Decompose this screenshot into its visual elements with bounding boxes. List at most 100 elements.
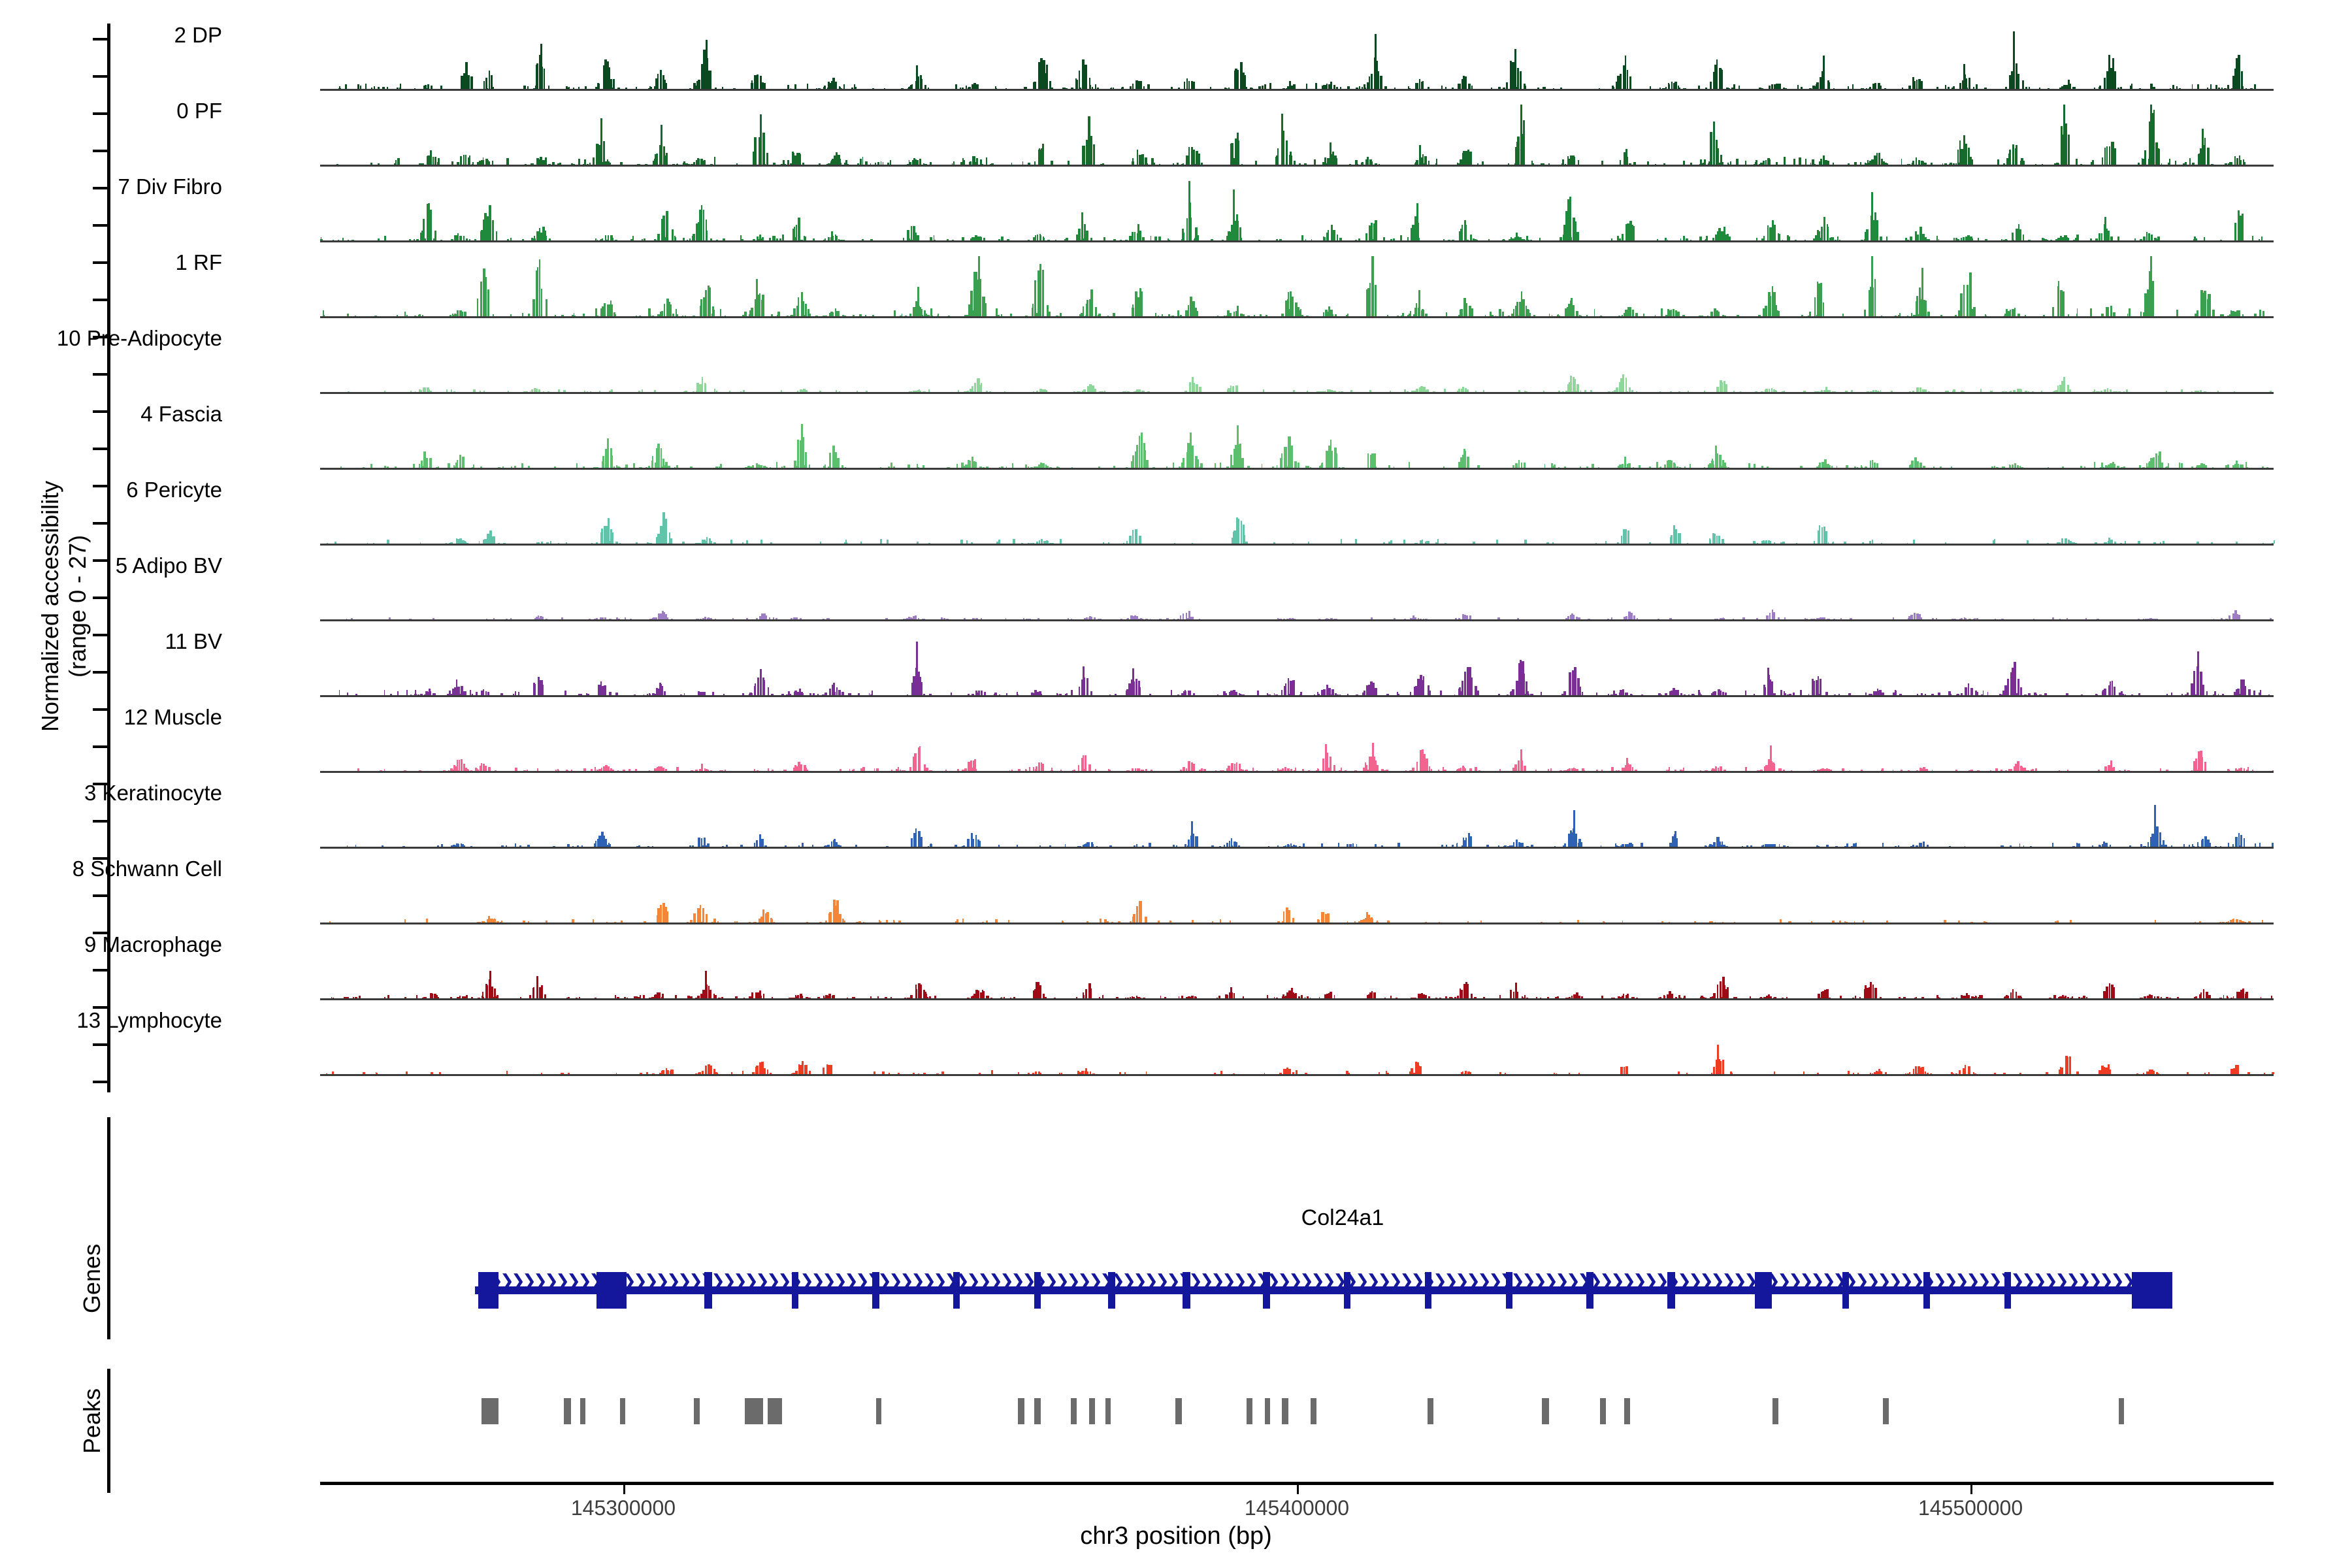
gene-exon	[1344, 1272, 1351, 1309]
peak-marker[interactable]	[1175, 1398, 1182, 1424]
gene-strand-arrow-icon: ❯	[1722, 1271, 1736, 1291]
signal-track[interactable]	[320, 180, 2274, 242]
signal-track[interactable]	[320, 105, 2274, 167]
signal-axis-tick	[93, 187, 107, 189]
signal-track[interactable]	[320, 29, 2274, 91]
peak-marker[interactable]	[1282, 1398, 1288, 1424]
signal-track[interactable]	[320, 711, 2274, 773]
gene-strand-arrow-icon: ❯	[1188, 1271, 1203, 1291]
gene-exon	[1182, 1272, 1191, 1309]
track-baseline	[320, 544, 2274, 546]
gene-strand-arrow-icon: ❯	[833, 1271, 847, 1291]
gene-strand-arrow-icon: ❯	[1633, 1271, 1647, 1291]
signal-track[interactable]	[320, 483, 2275, 546]
x-axis-tick-label: 145500000	[1918, 1496, 2023, 1520]
peak-marker[interactable]	[744, 1398, 764, 1424]
track-baseline	[320, 316, 2274, 318]
peak-marker[interactable]	[1018, 1398, 1025, 1424]
gene-strand-arrow-icon: ❯	[1244, 1271, 1258, 1291]
track-baseline	[320, 771, 2274, 773]
gene-strand-arrow-icon: ❯	[755, 1271, 770, 1291]
signal-track[interactable]	[320, 787, 2274, 849]
gene-strand-arrow-icon: ❯	[722, 1271, 736, 1291]
gene-strand-arrow-icon: ❯	[988, 1271, 1003, 1291]
peak-marker[interactable]	[2118, 1398, 2125, 1424]
track-baseline	[320, 468, 2274, 470]
gene-strand-arrow-icon: ❯	[1155, 1271, 1169, 1291]
gene-strand-arrow-icon: ❯	[1355, 1271, 1369, 1291]
signal-track[interactable]	[320, 408, 2274, 470]
peak-marker[interactable]	[767, 1398, 783, 1424]
signal-track[interactable]	[320, 332, 2274, 394]
track-label-4-fascia: 4 Fascia	[140, 402, 222, 426]
gene-strand-arrow-icon: ❯	[1022, 1271, 1036, 1291]
gene-strand-arrow-icon: ❯	[744, 1271, 759, 1291]
gene-strand-arrow-icon: ❯	[2044, 1271, 2058, 1291]
gene-strand-arrow-icon: ❯	[500, 1271, 514, 1291]
signal-track[interactable]	[320, 559, 2274, 621]
peak-marker[interactable]	[1089, 1398, 1095, 1424]
gene-strand-arrow-icon: ❯	[1511, 1271, 1525, 1291]
gene-strand-arrow-icon: ❯	[933, 1271, 947, 1291]
gene-strand-arrow-icon: ❯	[1977, 1271, 1991, 1291]
track-signal	[320, 862, 2274, 923]
gene-strand-arrow-icon: ❯	[1066, 1271, 1081, 1291]
track-signal	[320, 938, 2274, 998]
signal-track[interactable]	[320, 256, 2274, 318]
peak-marker[interactable]	[1105, 1398, 1111, 1424]
gene-exon	[872, 1272, 879, 1309]
gene-exon	[478, 1272, 499, 1309]
signal-axis-tick	[93, 150, 107, 152]
gene-strand-arrow-icon: ❯	[1377, 1271, 1392, 1291]
signal-axis-tick	[93, 596, 107, 599]
gene-strand-arrow-icon: ❯	[1644, 1271, 1658, 1291]
signal-track[interactable]	[320, 938, 2274, 1000]
x-axis-tick	[623, 1485, 625, 1494]
gene-strand-arrow-icon: ❯	[1044, 1271, 1058, 1291]
track-baseline	[320, 240, 2274, 242]
peak-marker[interactable]	[1883, 1398, 1889, 1424]
peak-marker[interactable]	[564, 1398, 571, 1424]
peak-marker[interactable]	[1624, 1398, 1631, 1424]
track-baseline	[320, 695, 2274, 697]
peak-marker[interactable]	[1310, 1398, 1316, 1424]
signal-axis-tick	[93, 112, 107, 115]
gene-strand-arrow-icon: ❯	[1888, 1271, 1903, 1291]
signal-track[interactable]	[320, 1014, 2274, 1076]
signal-track[interactable]	[320, 862, 2274, 924]
peak-marker[interactable]	[482, 1398, 499, 1424]
peak-marker[interactable]	[1772, 1398, 1779, 1424]
gene-strand-arrow-icon: ❯	[1000, 1271, 1014, 1291]
peaks-track[interactable]	[320, 1398, 2274, 1432]
peak-marker[interactable]	[875, 1398, 881, 1424]
gene-strand-arrow-icon: ❯	[2033, 1271, 2047, 1291]
peak-marker[interactable]	[1542, 1398, 1549, 1424]
gene-strand-arrow-icon: ❯	[2010, 1271, 2025, 1291]
peak-marker[interactable]	[619, 1398, 626, 1424]
gene-model-track[interactable]: ❯ ❯ ❯ ❯ ❯ ❯ ❯ ❯ ❯ ❯ ❯ ❯ ❯ ❯ ❯ ❯ ❯ ❯ ❯ ❯ ❯ ❯ ❯ ❯ ❯ ❯ ❯ ❯ ❯ ❯ ❯ ❯ ❯ ❯ ❯ ❯ ❯ ❯ ❯ ❯…	[320, 1261, 2274, 1320]
gene-strand-arrow-icon: ❯	[1366, 1271, 1380, 1291]
signal-axis-tick	[93, 75, 107, 78]
track-signal	[320, 408, 2274, 468]
peak-marker[interactable]	[1264, 1398, 1270, 1424]
peak-marker[interactable]	[1246, 1398, 1252, 1424]
signal-axis-tick	[93, 448, 107, 450]
signal-axis-tick	[93, 857, 107, 860]
gene-strand-arrow-icon: ❯	[1055, 1271, 1070, 1291]
gene-strand-arrow-icon: ❯	[911, 1271, 925, 1291]
peak-marker[interactable]	[1070, 1398, 1077, 1424]
track-signal	[320, 29, 2274, 89]
signal-axis-tick	[93, 38, 107, 41]
signal-track[interactable]	[320, 635, 2274, 697]
track-label-5-adipo-bv: 5 Adipo BV	[115, 553, 222, 578]
peak-marker[interactable]	[1599, 1398, 1607, 1424]
gene-strand-arrow-icon: ❯	[1899, 1271, 1914, 1291]
peak-marker[interactable]	[580, 1398, 586, 1424]
peak-marker[interactable]	[1034, 1398, 1041, 1424]
signal-axis-tick	[93, 634, 107, 636]
gene-strand-arrow-icon: ❯	[922, 1271, 936, 1291]
gene-exon	[1755, 1272, 1772, 1309]
peak-marker[interactable]	[694, 1398, 700, 1424]
gene-strand-arrow-icon: ❯	[800, 1271, 814, 1291]
peak-marker[interactable]	[1428, 1398, 1434, 1424]
